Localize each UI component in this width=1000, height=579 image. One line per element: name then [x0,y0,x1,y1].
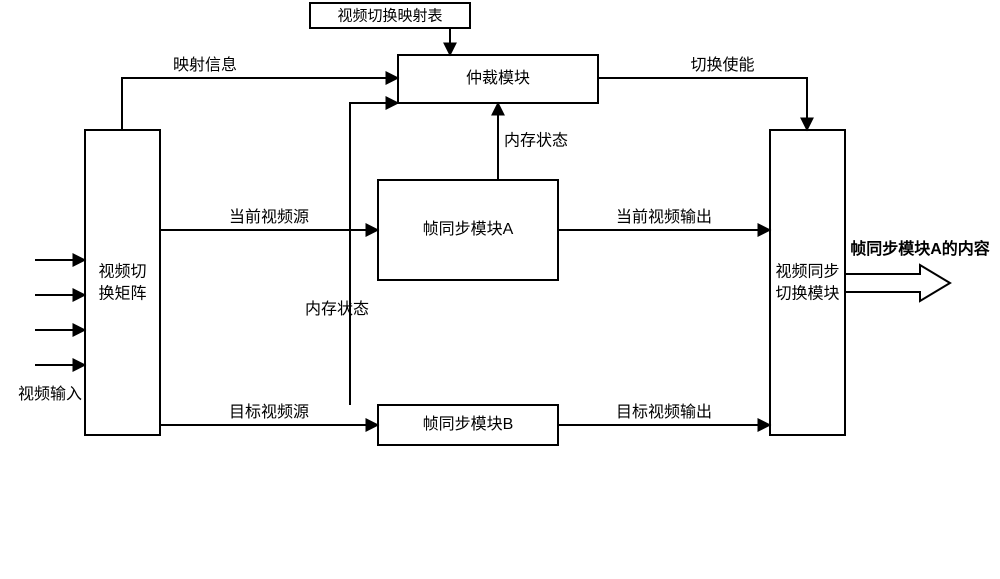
svg-text:视频输入: 视频输入 [18,385,82,403]
svg-text:换矩阵: 换矩阵 [98,285,146,303]
svg-text:内存状态: 内存状态 [504,132,568,150]
svg-text:目标视频源: 目标视频源 [229,403,309,421]
svg-text:当前视频输出: 当前视频输出 [616,208,712,226]
svg-text:映射信息: 映射信息 [173,56,237,74]
svg-text:目标视频输出: 目标视频输出 [616,403,712,421]
svg-text:切换使能: 切换使能 [690,56,754,74]
svg-text:帧同步模块A的内容: 帧同步模块A的内容 [850,239,990,258]
svg-text:视频切: 视频切 [98,263,146,281]
svg-text:内存状态: 内存状态 [305,300,369,318]
diagram-canvas: 视频切换映射表仲裁模块视频切换矩阵 帧同步模块A 帧同步模块B 视频同步切换模块视频输… [0,0,1000,579]
svg-text:当前视频源: 当前视频源 [229,208,309,226]
svg-text:视频同步: 视频同步 [775,263,839,281]
svg-text:帧同步模块A: 帧同步模块A [423,220,514,238]
svg-text:仲裁模块: 仲裁模块 [466,69,530,87]
svg-text:切换模块: 切换模块 [775,285,839,303]
svg-text:帧同步模块B: 帧同步模块B [423,415,514,433]
svg-text:视频切换映射表: 视频切换映射表 [337,7,442,24]
